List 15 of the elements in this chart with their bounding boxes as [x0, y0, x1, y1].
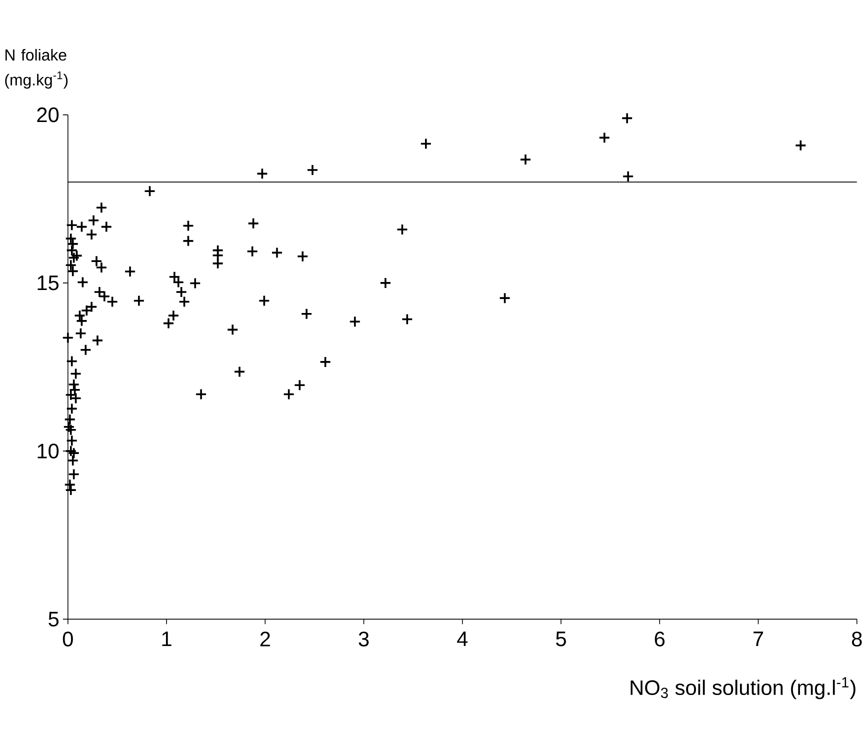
y-tick-label: 15: [38, 276, 59, 290]
y-tick-label: 20: [37, 107, 59, 122]
x-tick-label: 6: [654, 632, 665, 646]
x-tick-label: 4: [457, 632, 468, 646]
x-tick-label: 2: [260, 632, 270, 646]
x-tick-label: 5: [556, 632, 566, 646]
y-axis-title: N foliake (mg.kg$^{-1}$): [5, 48, 68, 89]
y-tick-label: 10: [38, 444, 59, 458]
x-tick-label: 1: [162, 632, 172, 646]
y-tick-label: 5: [48, 612, 59, 626]
x-tick-label: 3: [358, 632, 369, 646]
x-tick-label: 0: [62, 632, 73, 646]
x-tick-label: 8: [852, 632, 862, 646]
x-tick-label: 7: [754, 632, 764, 646]
x-axis-title: NO$_{3}$ soil solution (mg.l$^{-1}$): [630, 677, 856, 700]
